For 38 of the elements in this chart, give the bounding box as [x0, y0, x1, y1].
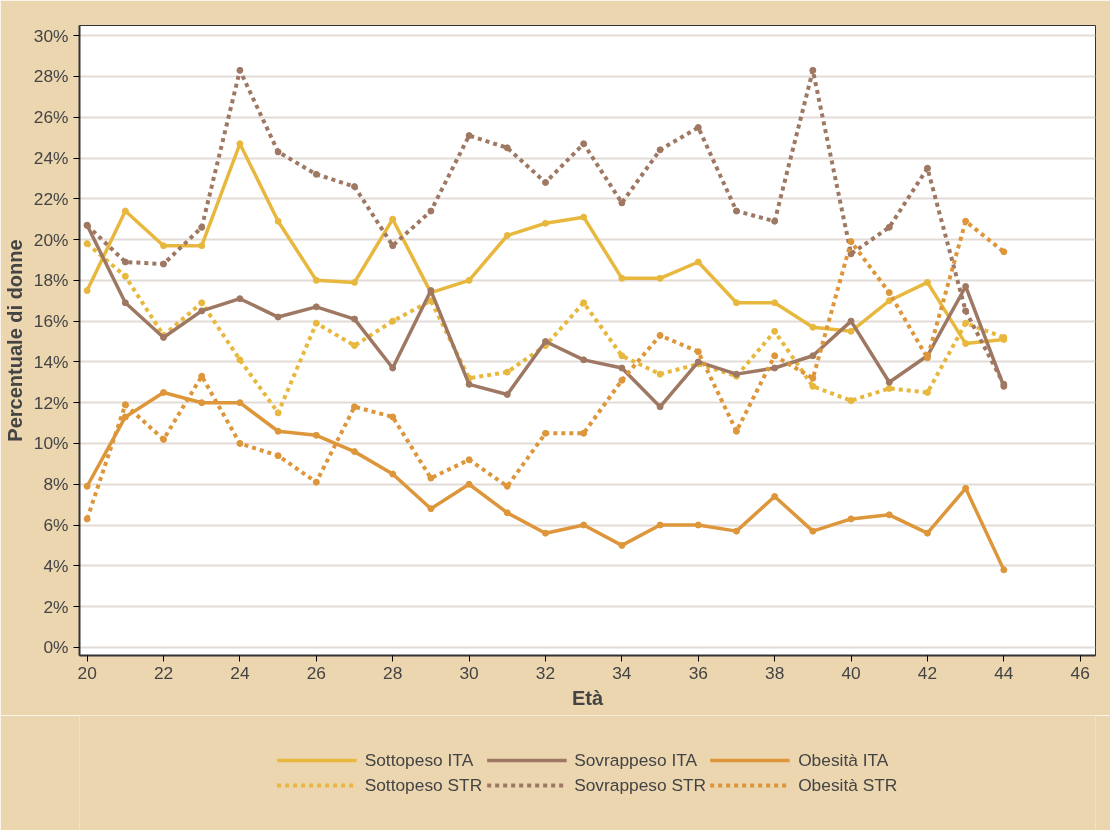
- legend-label: Sottopeso STR: [364, 774, 483, 796]
- y-tick-label: 0%: [43, 637, 69, 658]
- legend-label: Obesità ITA: [798, 749, 889, 771]
- x-tick-label: 46: [1070, 662, 1090, 683]
- y-tick-label: 2%: [43, 596, 69, 617]
- x-axis-title: Età: [571, 686, 604, 709]
- y-tick-label: 6%: [43, 515, 69, 536]
- x-tick-label: 34: [612, 662, 632, 683]
- x-tick-label: 42: [917, 662, 938, 683]
- y-tick-label: 4%: [43, 555, 69, 576]
- y-tick-label: 26%: [33, 107, 69, 128]
- y-tick-label: 12%: [33, 392, 69, 413]
- x-tick-label: 22: [153, 662, 174, 683]
- y-tick-label: 8%: [43, 474, 69, 495]
- x-tick-label: 32: [535, 662, 556, 683]
- x-tick-label: 20: [77, 662, 97, 683]
- x-tick-label: 40: [841, 662, 861, 683]
- y-axis-title: Percentuale di donne: [3, 239, 26, 442]
- x-tick-label: 38: [765, 662, 785, 683]
- y-tick-label: 18%: [33, 270, 69, 291]
- x-tick-label: 24: [230, 662, 250, 683]
- legend-label: Sottopeso ITA: [364, 749, 474, 771]
- x-tick-label: 28: [383, 662, 403, 683]
- y-tick-label: 16%: [33, 311, 69, 332]
- y-tick-label: 22%: [33, 188, 69, 209]
- x-tick-label: 30: [459, 662, 479, 683]
- legend-label: Sovrappeso ITA: [574, 749, 698, 771]
- legend-label: Obesità STR: [798, 774, 898, 796]
- y-tick-label: 10%: [33, 433, 69, 454]
- y-tick-label: 30%: [33, 25, 69, 46]
- legend-label: Sovrappeso STR: [574, 774, 707, 796]
- y-tick-label: 28%: [33, 66, 69, 87]
- x-tick-label: 44: [994, 662, 1014, 683]
- y-tick-label: 24%: [33, 148, 69, 169]
- y-tick-label: 20%: [33, 229, 69, 250]
- x-tick-label: 26: [306, 662, 326, 683]
- y-tick-label: 14%: [33, 351, 69, 372]
- x-tick-label: 36: [688, 662, 708, 683]
